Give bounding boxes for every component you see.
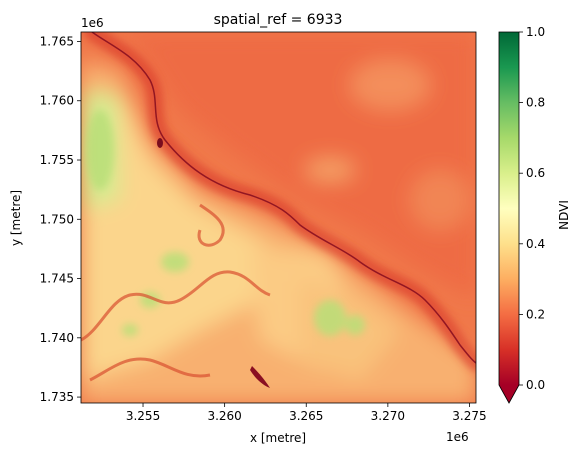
x-tick-label: 3.265 [289, 409, 323, 423]
x-axis-offset-label: 1e6 [446, 430, 469, 444]
colorbar: 0.0 0.2 0.4 0.6 0.8 1.0 NDVI [498, 25, 571, 404]
ndvi-raster [81, 32, 476, 403]
colorbar-tick-label: 0.2 [526, 307, 545, 321]
y-tick-label: 1.750 [40, 212, 74, 226]
colorbar-tick-label: 0.6 [526, 166, 545, 180]
y-axis-label: y [metre] [9, 190, 23, 246]
x-axis: 3.255 3.260 3.265 3.270 3.275 [126, 403, 487, 423]
x-tick-label: 3.270 [371, 409, 405, 423]
colorbar-tick-label: 1.0 [526, 25, 545, 39]
x-tick-label: 3.255 [126, 409, 160, 423]
colorbar-tick-label: 0.8 [526, 96, 545, 110]
y-tick-label: 1.740 [40, 331, 74, 345]
colorbar-extend-min [499, 385, 519, 403]
colorbar-tick-label: 0.4 [526, 237, 545, 251]
y-tick-label: 1.735 [40, 390, 74, 404]
y-tick-label: 1.745 [40, 272, 74, 286]
y-tick-label: 1.765 [40, 34, 74, 48]
x-tick-label: 3.275 [452, 409, 486, 423]
y-axis-offset-label: 1e6 [81, 16, 104, 30]
x-axis-label: x [metre] [250, 431, 306, 445]
colorbar-tick-label: 0.0 [526, 378, 545, 392]
chart-title: spatial_ref = 6933 [214, 12, 343, 28]
colorbar-label: NDVI [557, 200, 571, 230]
colorbar-gradient [499, 32, 519, 385]
y-tick-label: 1.755 [40, 153, 74, 167]
y-axis: 1.735 1.740 1.745 1.750 1.755 1.760 1.765 [40, 34, 81, 404]
x-tick-label: 3.260 [207, 409, 241, 423]
y-tick-label: 1.760 [40, 94, 74, 108]
